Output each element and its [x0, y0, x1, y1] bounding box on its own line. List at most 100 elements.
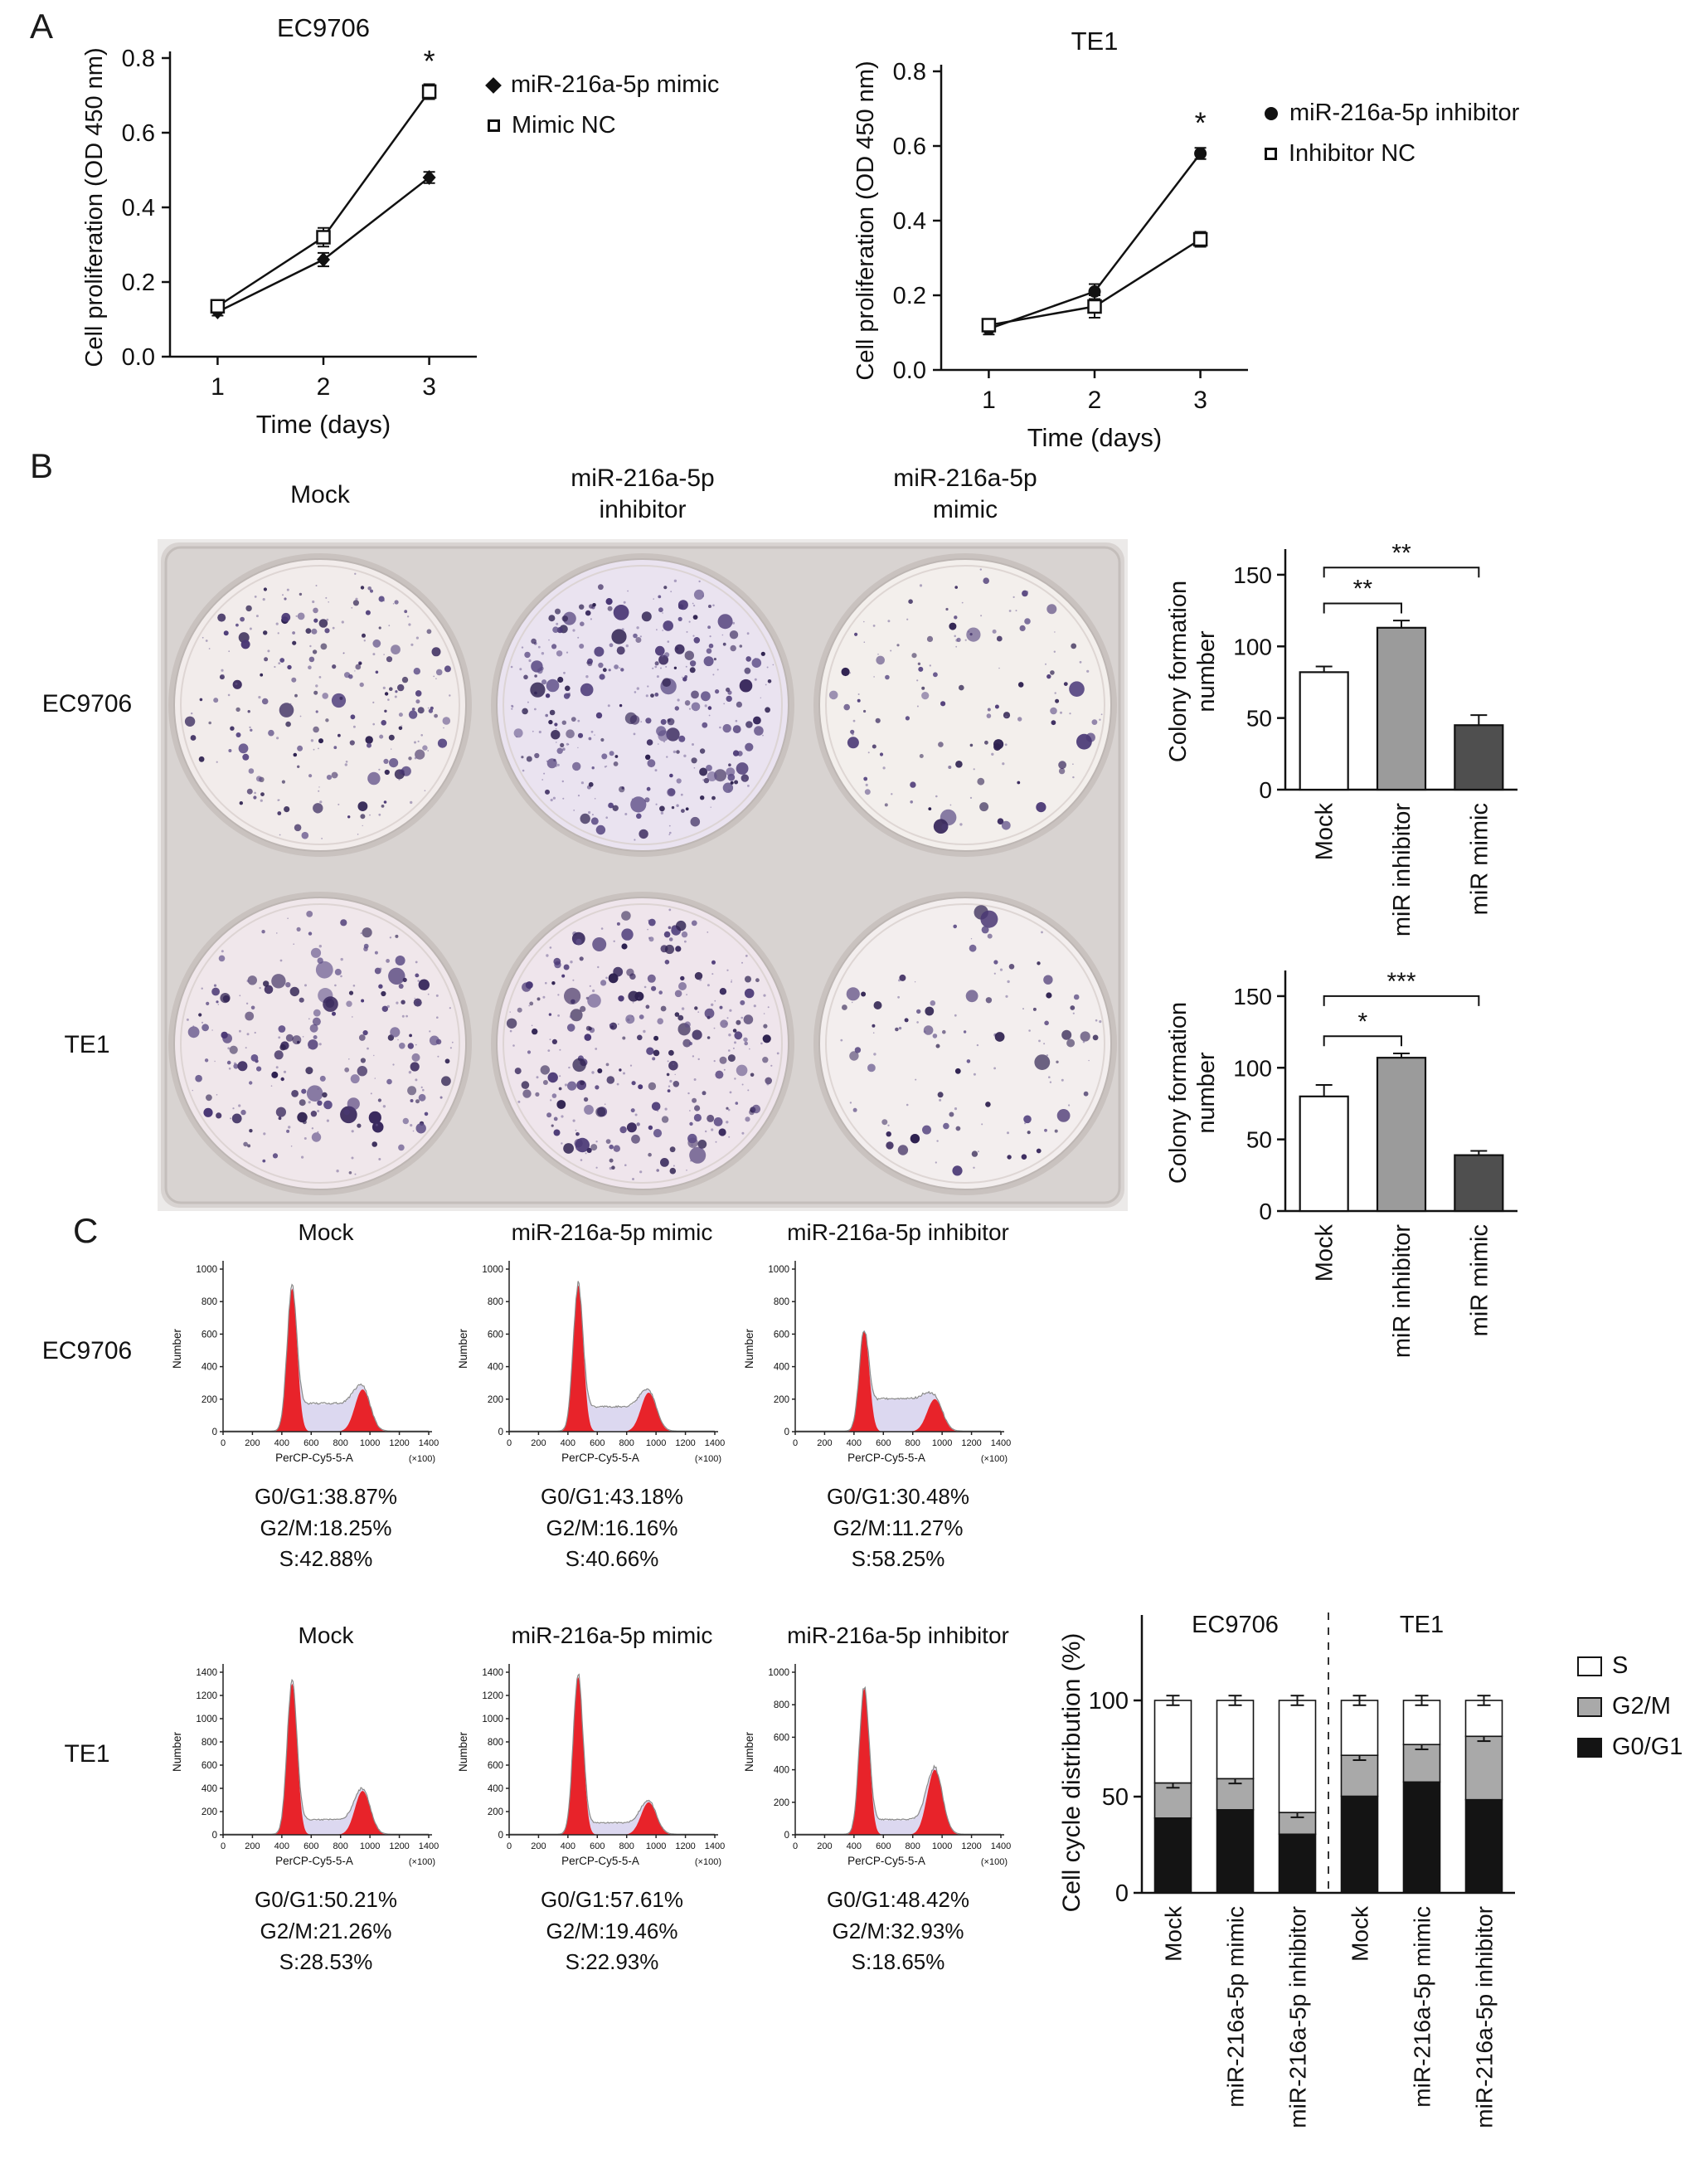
svg-text:2: 2 [317, 373, 331, 401]
svg-text:600: 600 [590, 1438, 605, 1448]
flow-histogram-te1-mimic: 0 200 400 600 800 1000 1200 1400 0 200 400 600 800 10… [457, 1664, 725, 1867]
svg-text:PerCP-Cy5-5-A: PerCP-Cy5-5-A [847, 1855, 925, 1867]
s-phase-swatch-icon [1577, 1656, 1602, 1676]
svg-text:0: 0 [221, 1841, 226, 1851]
svg-text:200: 200 [488, 1807, 503, 1817]
legend-item-mimic-nc: Mimic NC [488, 112, 719, 139]
svg-text:600: 600 [774, 1733, 789, 1743]
svg-text:1400: 1400 [419, 1841, 439, 1851]
col-header-mimic: miR-216a-5p mimic [893, 465, 1037, 523]
svg-text:800: 800 [202, 1738, 217, 1748]
svg-text:0: 0 [498, 1831, 503, 1841]
flow-stats-ec9706-mimic: G0/G1:43.18% G2/M:16.16% S:40.66% [541, 1484, 683, 1572]
svg-text:400: 400 [274, 1438, 289, 1448]
legend-item-g2m: G2/M [1577, 1693, 1683, 1720]
svg-text:1: 1 [982, 387, 996, 414]
panel-a-label: A [30, 7, 54, 46]
svg-text:1200: 1200 [675, 1438, 695, 1448]
svg-text:1000: 1000 [646, 1438, 666, 1448]
svg-text:200: 200 [774, 1798, 789, 1808]
col-header-inhibitor: miR-216a-5p inhibitor [571, 465, 715, 523]
svg-text:(×100): (×100) [695, 1454, 721, 1464]
svg-text:Colony formation: Colony formation [1165, 581, 1192, 762]
svg-text:100: 100 [1233, 634, 1272, 659]
svg-text:Number: Number [457, 1328, 469, 1369]
svg-text:200: 200 [245, 1841, 260, 1851]
svg-text:PerCP-Cy5-5-A: PerCP-Cy5-5-A [561, 1452, 639, 1464]
svg-text:1200: 1200 [675, 1841, 695, 1851]
legend-label-g0g1: G0/G1 [1612, 1734, 1683, 1760]
svg-text:600: 600 [876, 1841, 891, 1851]
svg-text:1000: 1000 [196, 1265, 217, 1275]
cell-cycle-legend: S G2/M G0/G1 [1577, 1652, 1683, 1774]
svg-text:1000: 1000 [768, 1668, 789, 1678]
svg-text:0: 0 [1259, 1199, 1272, 1224]
svg-text:Colony formation: Colony formation [1165, 1002, 1192, 1184]
svg-text:1200: 1200 [961, 1841, 981, 1851]
row-label-flow-ec9706: EC9706 [41, 1337, 133, 1364]
svg-text:800: 800 [774, 1700, 789, 1710]
svg-text:0: 0 [1259, 777, 1272, 803]
svg-text:600: 600 [876, 1438, 891, 1448]
svg-text:0: 0 [212, 1428, 217, 1437]
flow-title-te1-mimic: miR-216a-5p mimic [511, 1622, 713, 1648]
svg-text:200: 200 [488, 1395, 503, 1405]
open-square-marker-icon [488, 119, 500, 132]
legend-label-mimic-nc: Mimic NC [512, 112, 616, 139]
svg-text:200: 200 [202, 1807, 217, 1817]
svg-text:400: 400 [202, 1784, 217, 1794]
svg-text:0: 0 [784, 1831, 789, 1841]
svg-text:3: 3 [1193, 387, 1207, 414]
svg-text:600: 600 [202, 1761, 217, 1771]
legend-label-inhibitor: miR-216a-5p inhibitor [1289, 100, 1520, 126]
svg-text:200: 200 [817, 1438, 832, 1448]
filled-circle-marker-icon [1265, 106, 1278, 120]
svg-text:800: 800 [906, 1438, 920, 1448]
svg-text:600: 600 [202, 1330, 217, 1340]
flow-histogram-ec9706-mimic: 0 200 400 600 800 1000 0 200 400 600 800 1000 1200 14… [457, 1261, 725, 1464]
svg-text:800: 800 [333, 1841, 348, 1851]
svg-text:1000: 1000 [360, 1841, 380, 1851]
svg-text:0.6: 0.6 [893, 134, 926, 160]
svg-text:1400: 1400 [705, 1438, 725, 1448]
svg-text:0: 0 [507, 1438, 512, 1448]
svg-text:2: 2 [1088, 387, 1102, 414]
svg-text:400: 400 [488, 1784, 503, 1794]
panel-c-label: C [73, 1211, 99, 1250]
filled-diamond-marker-icon [485, 76, 502, 94]
svg-text:1200: 1200 [961, 1438, 981, 1448]
svg-text:600: 600 [303, 1438, 318, 1448]
svg-text:0: 0 [1115, 1880, 1129, 1907]
svg-text:Mock: Mock [1161, 1905, 1187, 1962]
row-label-flow-te1: TE1 [64, 1740, 110, 1768]
svg-text:1400: 1400 [419, 1438, 439, 1448]
svg-text:number: number [1193, 1052, 1220, 1134]
svg-text:400: 400 [561, 1438, 575, 1448]
svg-text:miR inhibitor: miR inhibitor [1389, 1224, 1415, 1358]
flow-stats-ec9706-inhibitor: G0/G1:30.48% G2/M:11.27% S:58.25% [827, 1484, 969, 1572]
svg-text:800: 800 [619, 1841, 634, 1851]
svg-text:1200: 1200 [389, 1438, 409, 1448]
svg-text:Cell proliferation (OD 450 nm): Cell proliferation (OD 450 nm) [81, 47, 108, 367]
svg-text:0: 0 [212, 1831, 217, 1841]
svg-text:PerCP-Cy5-5-A: PerCP-Cy5-5-A [275, 1452, 353, 1464]
row-label-ec9706: EC9706 [41, 690, 133, 717]
svg-text:200: 200 [202, 1395, 217, 1405]
cell-cycle-stacked-chart: 0 50 100 EC9706 TE1 Mock miR-216a-5p mimic miR-… [1058, 1612, 1515, 2128]
svg-text:400: 400 [561, 1841, 575, 1851]
svg-text:0.4: 0.4 [122, 195, 155, 221]
flow-stats-te1-mock: G0/G1:50.21% G2/M:21.26% S:28.53% [255, 1887, 397, 1975]
svg-text:0: 0 [793, 1438, 798, 1448]
svg-text:Time (days): Time (days) [256, 410, 391, 439]
svg-text:0.2: 0.2 [893, 283, 926, 309]
svg-text:0: 0 [784, 1428, 789, 1437]
legend-label-s: S [1612, 1652, 1629, 1679]
flow-histogram-ec9706-mock: 0 200 400 600 800 1000 0 200 400 600 800 1000 1200 14… [171, 1261, 439, 1464]
svg-text:400: 400 [488, 1363, 503, 1373]
svg-text:800: 800 [488, 1738, 503, 1748]
svg-text:PerCP-Cy5-5-A: PerCP-Cy5-5-A [847, 1452, 925, 1464]
svg-text:Mock: Mock [1348, 1905, 1373, 1962]
svg-text:**: ** [1391, 539, 1411, 567]
svg-text:0.4: 0.4 [893, 208, 926, 235]
